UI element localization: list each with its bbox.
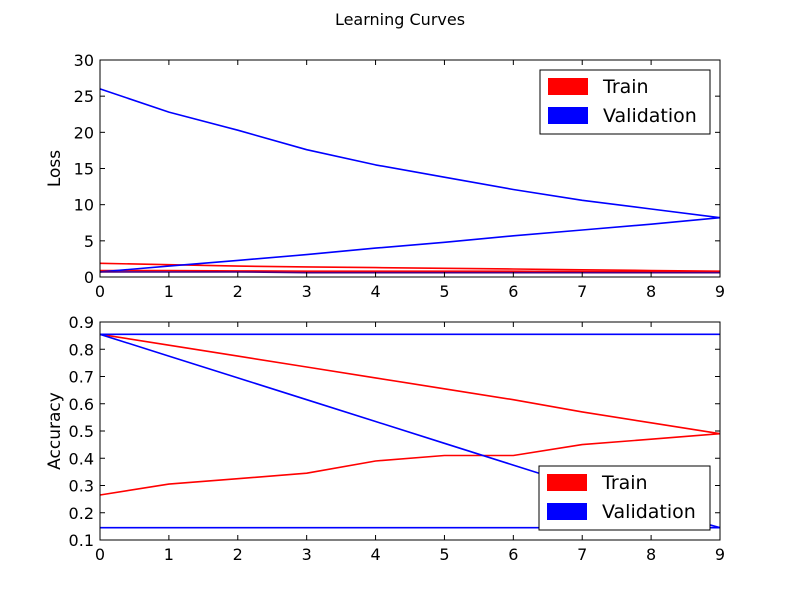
loss-x-tick-label: 5 xyxy=(439,282,449,301)
figure-title: Learning Curves xyxy=(335,10,465,29)
loss-x-tick-label: 2 xyxy=(233,282,243,301)
loss-x-tick-label: 8 xyxy=(646,282,656,301)
loss-series-line-3 xyxy=(99,216,721,273)
loss-y-axis-label: Loss xyxy=(45,150,65,187)
loss-x-tick-label: 1 xyxy=(164,282,174,301)
accuracy-x-tick-label: 1 xyxy=(164,545,174,564)
loss-y-tick-label: 30 xyxy=(74,51,94,70)
accuracy-y-tick-label: 0.9 xyxy=(69,313,94,332)
loss-y-tick-label: 0 xyxy=(84,268,94,287)
loss-y-tick-label: 10 xyxy=(74,196,94,215)
loss-legend-label-train: Train xyxy=(602,76,649,98)
loss-y-tick-label: 15 xyxy=(74,160,94,179)
accuracy-legend-label-validation: Validation xyxy=(602,501,696,523)
accuracy-x-tick-label: 9 xyxy=(715,545,725,564)
accuracy-x-tick-label: 8 xyxy=(646,545,656,564)
accuracy-y-tick-label: 0.1 xyxy=(69,531,94,550)
accuracy-subplot: 0 1 2 3 4 5 6 7 8 9 0.1 0.2 0.3 0.4 0.5 0.6 0.7 0.8 0.9 Acc… xyxy=(45,313,725,564)
accuracy-x-tick-label: 0 xyxy=(95,545,105,564)
loss-series-line-0 xyxy=(99,262,721,272)
loss-x-tick-label: 4 xyxy=(370,282,380,301)
accuracy-y-tick-label: 0.8 xyxy=(69,340,94,359)
loss-subplot: 0 1 2 3 4 5 6 7 8 9 0 5 10 15 20 25 30 Loss Train Validatio… xyxy=(45,51,725,301)
accuracy-x-tick-label: 6 xyxy=(508,545,518,564)
accuracy-y-tick-label: 0.6 xyxy=(69,395,94,414)
loss-legend-swatch-validation xyxy=(548,107,588,124)
loss-legend: Train Validation xyxy=(539,69,711,135)
accuracy-y-tick-label: 0.7 xyxy=(69,368,94,387)
loss-legend-label-validation: Validation xyxy=(603,105,697,127)
accuracy-legend-swatch-train xyxy=(547,474,587,491)
accuracy-legend: Train Validation xyxy=(538,465,711,531)
loss-y-tick-label: 25 xyxy=(74,87,94,106)
accuracy-series-line-0 xyxy=(99,333,721,435)
loss-series-line-4 xyxy=(100,271,720,274)
loss-x-tick-label: 3 xyxy=(302,282,312,301)
accuracy-x-tick-label: 4 xyxy=(370,545,380,564)
accuracy-series-line-1 xyxy=(99,432,721,496)
accuracy-x-tick-label: 5 xyxy=(439,545,449,564)
loss-series-line-2 xyxy=(99,88,721,219)
loss-y-tick-label: 20 xyxy=(74,123,94,142)
accuracy-legend-label-train: Train xyxy=(601,472,648,494)
accuracy-x-tick-label: 2 xyxy=(233,545,243,564)
loss-x-tick-label: 7 xyxy=(577,282,587,301)
accuracy-x-tick-label: 3 xyxy=(302,545,312,564)
accuracy-y-tick-label: 0.3 xyxy=(69,477,94,496)
loss-y-tick-label: 5 xyxy=(84,232,94,251)
loss-x-tick-label: 0 xyxy=(95,282,105,301)
accuracy-y-tick-label: 0.5 xyxy=(69,422,94,441)
loss-series-line-1 xyxy=(100,269,720,273)
loss-x-tick-label: 6 xyxy=(508,282,518,301)
accuracy-y-tick-label: 0.2 xyxy=(69,504,94,523)
accuracy-y-axis-label: Accuracy xyxy=(45,392,65,470)
accuracy-y-tick-label: 0.4 xyxy=(69,449,94,468)
loss-legend-swatch-train xyxy=(548,78,588,95)
accuracy-x-tick-label: 7 xyxy=(577,545,587,564)
accuracy-legend-swatch-validation xyxy=(547,503,587,520)
loss-x-tick-label: 9 xyxy=(715,282,725,301)
